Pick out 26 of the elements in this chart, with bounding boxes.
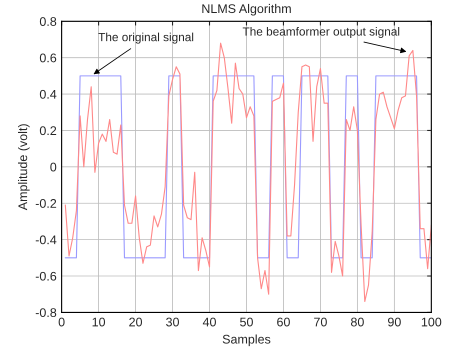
x-tick-label: 20: [129, 318, 142, 326]
x-tick-label: 30: [166, 318, 179, 326]
y-axis-title: Amplitude (volt): [18, 124, 30, 210]
y-tick-label: 0.6: [40, 53, 56, 62]
y-tick-label: 0.2: [40, 126, 56, 136]
y-tick-label: -0.2: [36, 199, 56, 208]
x-tick-label: 40: [202, 318, 216, 326]
x-tick-label: 10: [92, 318, 106, 326]
x-tick-label: 60: [277, 318, 290, 326]
line-series: [64, 42, 432, 302]
x-tick-label: 0: [58, 318, 65, 326]
y-tick-label: -0.6: [36, 272, 56, 281]
x-tick-label: 70: [314, 318, 327, 326]
y-tick-label: -0.8: [36, 308, 56, 318]
y-tick-label: 0.4: [40, 90, 56, 99]
x-axis-title: Samples: [222, 334, 270, 346]
x-tick-label: 50: [240, 318, 253, 326]
x-tick-label: 80: [350, 318, 364, 326]
chart-title: NLMS Algorithm: [202, 4, 291, 16]
y-tick-label: 0.8: [40, 17, 56, 26]
annotation: The beamformer output signal: [242, 27, 400, 38]
x-tick-label: 90: [388, 318, 401, 326]
x-tick-label: 100: [422, 318, 442, 326]
y-tick-label: -0.4: [36, 235, 56, 244]
annotation: The original signal: [98, 32, 194, 44]
y-tick-label: 0: [50, 162, 56, 172]
